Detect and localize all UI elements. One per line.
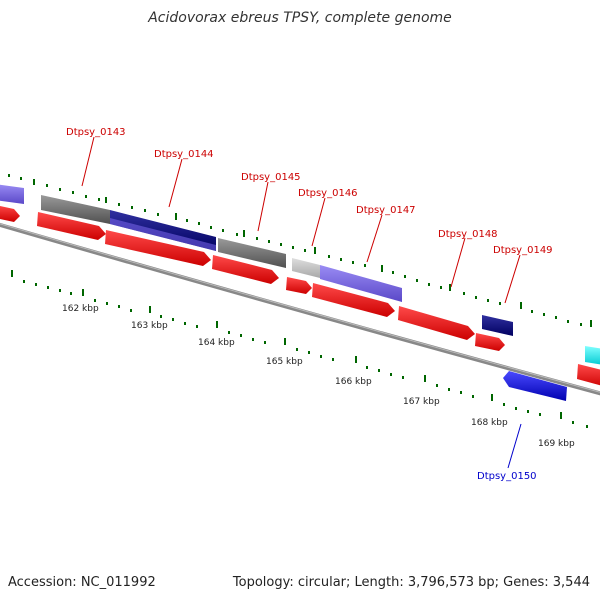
scale-label: 165 kbp — [266, 357, 303, 367]
gene-label[interactable]: Dtpsy_0143 — [66, 127, 126, 138]
gene-label[interactable]: Dtpsy_0148 — [438, 229, 498, 240]
label-leaders — [81, 136, 522, 469]
cds-arrow[interactable] — [212, 255, 279, 284]
feature-block[interactable] — [41, 195, 110, 224]
cds-arrow[interactable] — [312, 283, 395, 317]
scale-label: 167 kbp — [403, 397, 440, 407]
feature-block[interactable] — [585, 346, 600, 366]
scale-label: 166 kbp — [335, 377, 372, 387]
feature-block[interactable] — [320, 265, 402, 302]
feature-block[interactable] — [218, 238, 286, 268]
cds-track — [0, 205, 600, 388]
scale-label: 169 kbp — [538, 439, 575, 449]
cds-arrow[interactable] — [398, 306, 475, 340]
accession-text: Accession: NC_011992 — [8, 575, 156, 590]
cds-arrow[interactable] — [0, 205, 20, 222]
cds-arrow[interactable] — [37, 212, 106, 240]
feature-block[interactable] — [292, 258, 320, 278]
cds-arrow[interactable] — [577, 364, 600, 388]
cds-arrow[interactable] — [475, 333, 505, 351]
cds-arrow[interactable] — [105, 230, 211, 266]
scale-label: 164 kbp — [198, 338, 235, 348]
scale-label: 163 kbp — [131, 321, 168, 331]
gene-label[interactable]: Dtpsy_0146 — [298, 188, 358, 199]
genome-summary-text: Topology: circular; Length: 3,796,573 bp… — [232, 575, 590, 590]
scale-tick-track — [11, 270, 588, 428]
feature-block[interactable] — [0, 184, 24, 204]
upper-tick-track — [8, 174, 592, 327]
gene-label[interactable]: Dtpsy_0149 — [493, 245, 553, 256]
reverse-gene-arrow[interactable] — [503, 371, 567, 401]
scale-label: 162 kbp — [62, 304, 99, 314]
feature-track — [0, 184, 600, 366]
cds-arrow[interactable] — [286, 277, 312, 294]
backbone-track — [0, 222, 600, 396]
gene-label[interactable]: Dtpsy_0144 — [154, 149, 214, 160]
gene-label[interactable]: Dtpsy_0150 — [477, 471, 537, 482]
gene-label[interactable]: Dtpsy_0145 — [241, 172, 301, 183]
scale-label: 168 kbp — [471, 418, 508, 428]
feature-block[interactable] — [110, 218, 216, 251]
feature-block[interactable] — [482, 315, 513, 336]
gene-label[interactable]: Dtpsy_0147 — [356, 205, 416, 216]
map-title: Acidovorax ebreus TPSY, complete genome — [148, 10, 452, 26]
